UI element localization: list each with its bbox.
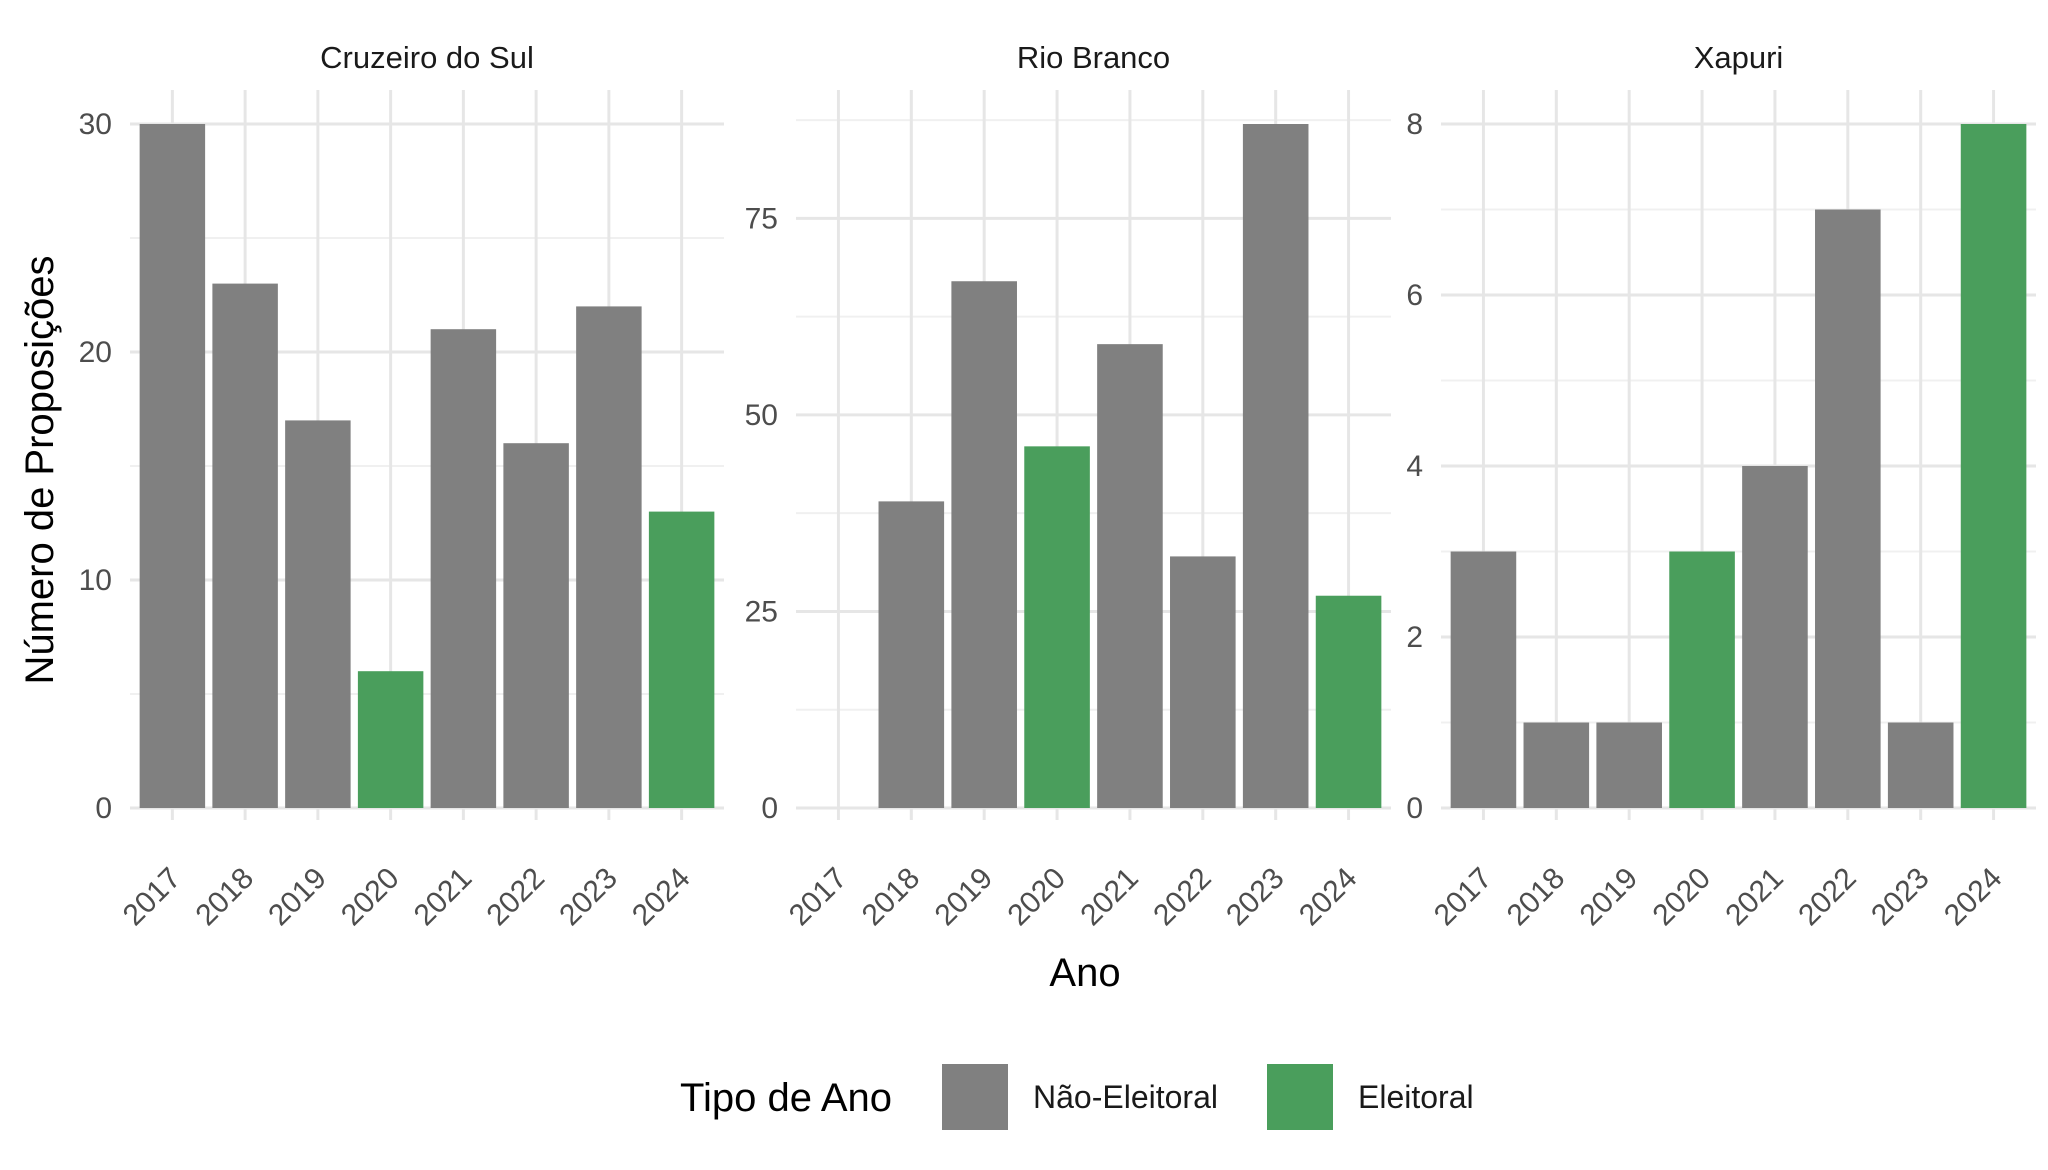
panel-xapuri: 0 2 4 6 8 2017 2018 2019 2020 2021 2022 2023 2024 Xap… xyxy=(1406,40,2036,932)
x-tick-label: 2024 xyxy=(1293,862,1364,933)
bar-cruzeiro-do-sul-2018 xyxy=(212,283,278,809)
y-tick-label: 25 xyxy=(745,595,778,628)
bar-xapuri-2024 xyxy=(1960,124,2027,808)
x-tick-label: 2021 xyxy=(408,862,479,933)
x-tick-label: 2023 xyxy=(1220,862,1291,933)
bar-cruzeiro-do-sul-2020 xyxy=(357,671,424,808)
bar-rio-branco-2020 xyxy=(1024,446,1090,808)
x-tick-label: 2020 xyxy=(335,862,406,933)
bar-xapuri-2022 xyxy=(1815,209,1881,808)
facet-title-xapuri: Xapuri xyxy=(1694,40,1784,75)
x-tick-label: 2022 xyxy=(1147,862,1218,933)
bar-xapuri-2019 xyxy=(1596,722,1662,808)
legend-title: Tipo de Ano xyxy=(680,1076,892,1120)
legend-label-nao-eleitoral: Não-Eleitoral xyxy=(1033,1079,1218,1115)
y-tick-label: 0 xyxy=(95,792,112,825)
bar-rio-branco-2019 xyxy=(951,281,1017,808)
x-tick-label: 2021 xyxy=(1074,862,1145,933)
x-tick-label: 2019 xyxy=(1574,862,1645,933)
legend-label-eleitoral: Eleitoral xyxy=(1358,1079,1474,1115)
panel-cruzeiro-do-sul: 0 10 20 30 2017 2018 2019 2020 2021 2022 2023 2024 C… xyxy=(79,40,724,932)
x-tick-label: 2020 xyxy=(1001,862,1072,933)
bar-xapuri-2021 xyxy=(1742,466,1808,808)
bar-cruzeiro-do-sul-2024 xyxy=(648,511,715,808)
bar-rio-branco-2022 xyxy=(1170,556,1236,808)
bar-cruzeiro-do-sul-2017 xyxy=(139,124,206,808)
x-tick-label: 2022 xyxy=(1792,862,1863,933)
x-tick-label: 2017 xyxy=(783,862,854,933)
bar-rio-branco-2021 xyxy=(1097,344,1163,808)
y-tick-label: 50 xyxy=(745,399,778,432)
bar-cruzeiro-do-sul-2023 xyxy=(576,306,642,808)
bar-cruzeiro-do-sul-2021 xyxy=(430,329,497,808)
y-tick-label: 4 xyxy=(1406,450,1423,483)
x-tick-label: 2019 xyxy=(262,862,333,933)
x-tick-label: 2020 xyxy=(1646,862,1717,933)
x-axis-title: Ano xyxy=(1049,951,1120,995)
y-tick-label: 2 xyxy=(1406,621,1423,654)
facet-title-rio-branco: Rio Branco xyxy=(1017,40,1170,75)
bar-rio-branco-2018 xyxy=(878,501,945,808)
x-tick-label: 2021 xyxy=(1719,862,1790,933)
bar-xapuri-2017 xyxy=(1450,551,1517,808)
y-tick-label: 10 xyxy=(79,564,112,597)
bar-cruzeiro-do-sul-2019 xyxy=(285,420,351,808)
x-tick-label: 2017 xyxy=(117,862,188,933)
x-tick-label: 2023 xyxy=(553,862,624,933)
y-tick-label: 0 xyxy=(761,792,778,825)
y-tick-label: 20 xyxy=(79,336,112,369)
bar-xapuri-2018 xyxy=(1523,722,1590,808)
legend: Tipo de Ano Não-Eleitoral Eleitoral xyxy=(680,1064,1474,1130)
y-tick-label: 0 xyxy=(1406,792,1423,825)
y-axis-title: Número de Proposições xyxy=(18,255,62,684)
bar-rio-branco-2023 xyxy=(1242,124,1309,808)
x-tick-label: 2017 xyxy=(1428,862,1499,933)
legend-key-nao-eleitoral xyxy=(942,1064,1008,1130)
bar-rio-branco-2024 xyxy=(1315,595,1382,808)
bar-xapuri-2020 xyxy=(1669,551,1735,808)
y-tick-label: 6 xyxy=(1406,279,1423,312)
x-tick-label: 2024 xyxy=(626,862,697,933)
x-tick-label: 2024 xyxy=(1938,862,2009,933)
facet-title-cruzeiro-do-sul: Cruzeiro do Sul xyxy=(320,40,534,75)
bar-cruzeiro-do-sul-2022 xyxy=(503,443,569,808)
legend-key-eleitoral xyxy=(1267,1064,1333,1130)
y-tick-label: 75 xyxy=(745,202,778,235)
x-tick-label: 2018 xyxy=(856,862,927,933)
panel-rio-branco: 0 25 50 75 2017 2018 2019 2020 2021 2022 2023 2024 R… xyxy=(745,40,1391,932)
x-tick-label: 2018 xyxy=(190,862,261,933)
y-tick-label: 8 xyxy=(1406,108,1423,141)
x-tick-label: 2022 xyxy=(481,862,552,933)
x-tick-label: 2018 xyxy=(1501,862,1572,933)
x-tick-label: 2023 xyxy=(1865,862,1936,933)
x-tick-label: 2019 xyxy=(929,862,1000,933)
y-tick-label: 30 xyxy=(79,108,112,141)
bar-xapuri-2023 xyxy=(1887,722,1954,808)
